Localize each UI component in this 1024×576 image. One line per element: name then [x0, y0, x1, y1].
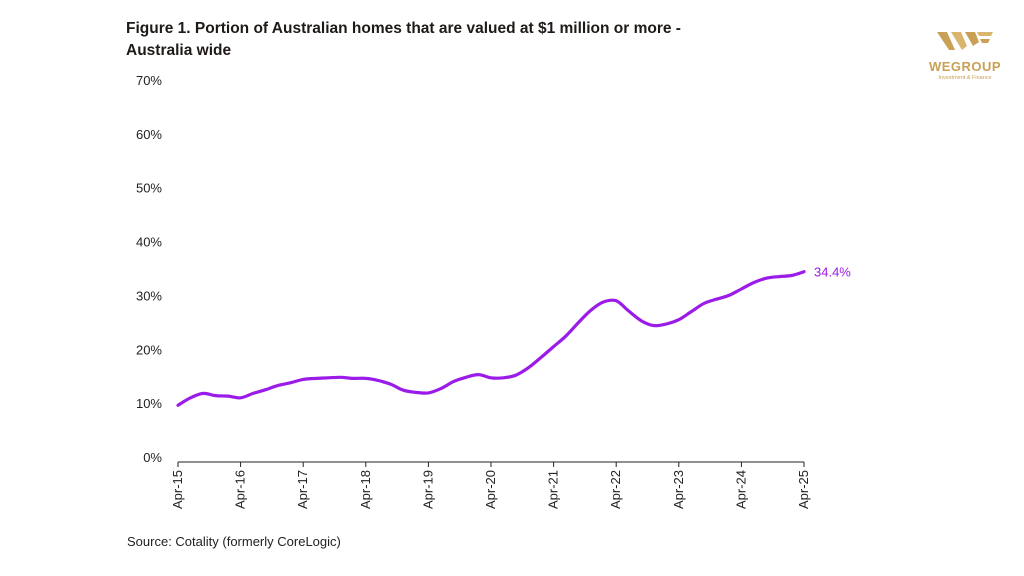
logo-name: WEGROUP [928, 59, 1002, 74]
plot-area: 34.4% [176, 265, 851, 407]
logo-subtitle: Investment & Finance [938, 75, 992, 81]
source-note: Source: Cotality (formerly CoreLogic) [127, 534, 341, 549]
x-tick-label: Apr-22 [608, 470, 623, 509]
x-tick-label: Apr-18 [358, 470, 373, 509]
x-tick-label: Apr-20 [483, 470, 498, 509]
x-tick-label: Apr-15 [170, 470, 185, 509]
y-tick-label: 0% [143, 450, 162, 465]
x-tick-label: Apr-23 [671, 470, 686, 509]
y-tick-label: 20% [136, 342, 162, 357]
x-tick-label: Apr-24 [733, 470, 748, 509]
x-tick-label: Apr-19 [420, 470, 435, 509]
y-tick-label: 10% [136, 396, 162, 411]
y-axis: 0% 10% 20% 30% 40% 50% 60% 70% [136, 73, 162, 465]
x-tick-label: Apr-21 [546, 470, 561, 509]
y-tick-label: 60% [136, 127, 162, 142]
x-axis: Apr-15 Apr-16 Apr-17 Apr-18 Apr-19 Apr-20 Apr-… [170, 461, 811, 509]
y-tick-label: 40% [136, 235, 162, 250]
x-tick-label: Apr-17 [295, 470, 310, 509]
y-tick-label: 50% [136, 181, 162, 196]
end-value-label: 34.4% [814, 265, 851, 280]
y-tick-label: 70% [136, 73, 162, 88]
chart-title: Figure 1. Portion of Australian homes th… [126, 20, 681, 59]
y-tick-label: 30% [136, 288, 162, 303]
logo-mark-icon [937, 32, 993, 50]
x-tick-label: Apr-16 [233, 470, 248, 509]
series-line [176, 270, 806, 407]
x-tick-label: Apr-25 [796, 470, 811, 509]
wegroup-logo: WEGROUP Investment & Finance [920, 30, 1010, 81]
